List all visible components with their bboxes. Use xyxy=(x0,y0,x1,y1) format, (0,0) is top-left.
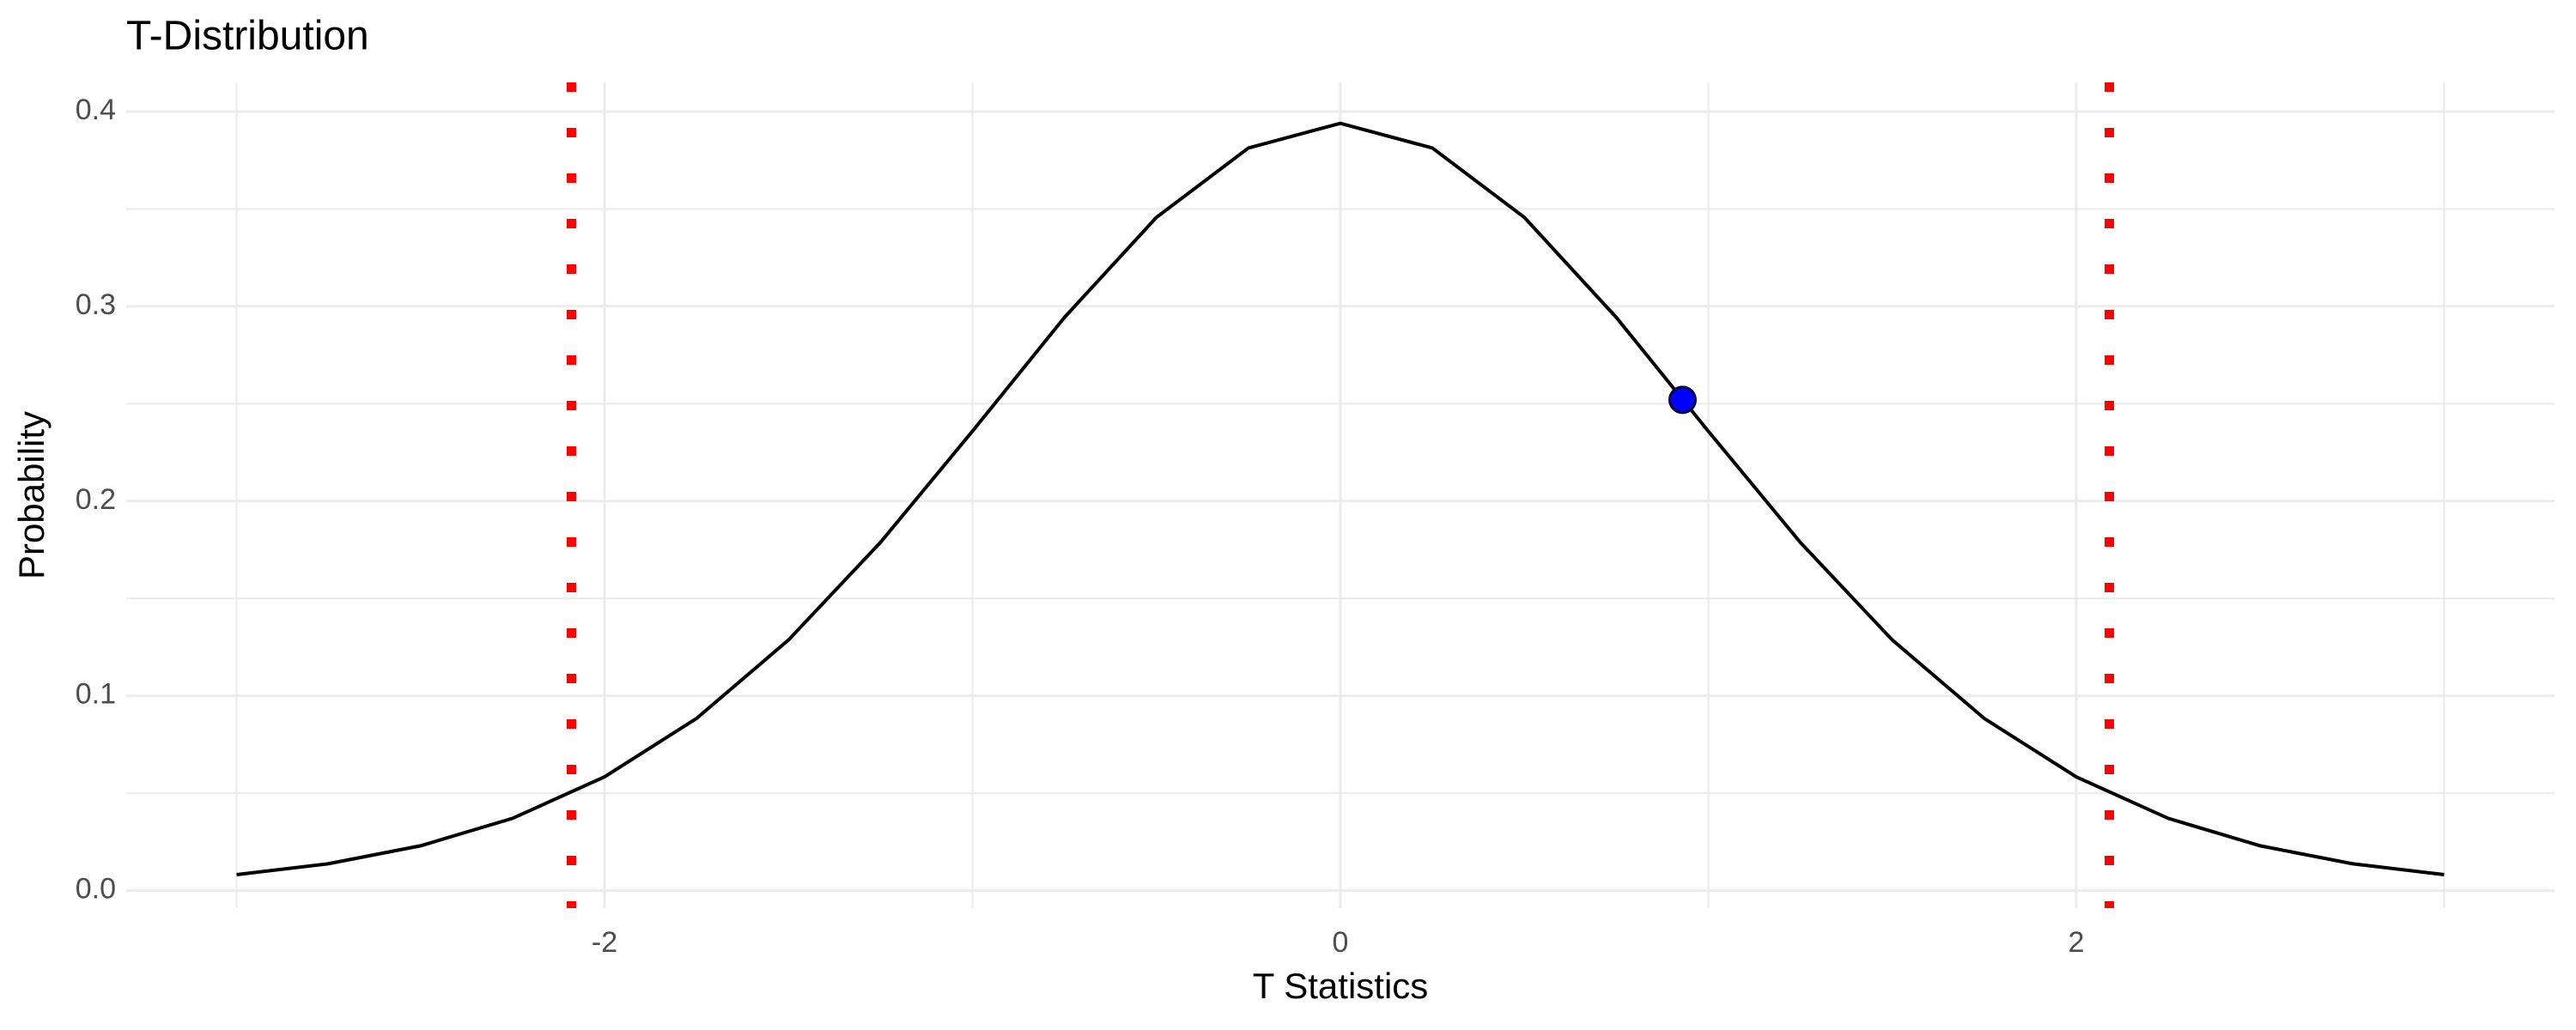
x-tick-label: -2 xyxy=(592,926,617,959)
y-tick-label: 0.0 xyxy=(76,873,116,906)
point xyxy=(1668,385,1697,415)
y-tick-label: 0.3 xyxy=(76,288,116,321)
x-tick-label: 0 xyxy=(1333,926,1349,959)
chart-title: T-Distribution xyxy=(126,14,369,59)
y-tick-label: 0.4 xyxy=(76,94,116,126)
x-tick-label: 2 xyxy=(2069,926,2085,959)
y-tick-label: 0.1 xyxy=(76,678,116,711)
y-axis-label: Probability xyxy=(11,411,52,579)
x-axis-label: T Statistics xyxy=(1253,966,1429,1006)
y-tick-label: 0.2 xyxy=(76,483,116,516)
line xyxy=(236,121,2445,876)
